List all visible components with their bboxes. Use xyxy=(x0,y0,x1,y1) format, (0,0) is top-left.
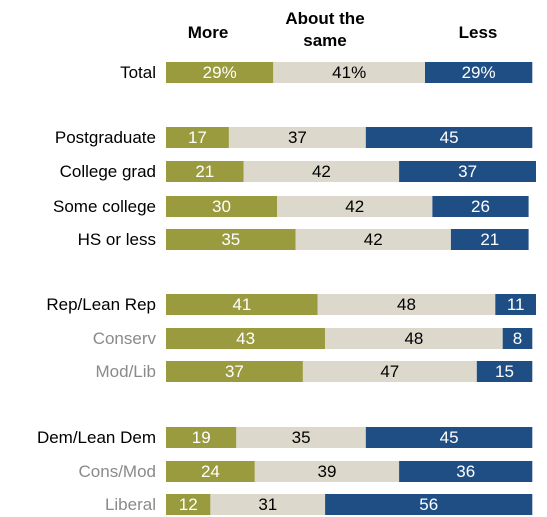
column-header-line: Less xyxy=(459,23,498,42)
bar-segment-less xyxy=(502,328,533,349)
bar-segment-more xyxy=(166,328,326,349)
row-label: HS or less xyxy=(78,230,156,249)
bar-row: Cons/Mod 24 39 36 xyxy=(79,461,533,482)
data-label-more: 12 xyxy=(179,495,198,514)
bar-segment-same xyxy=(273,62,425,83)
column-header-line: About the xyxy=(285,9,364,28)
bar-segment-less xyxy=(325,494,533,515)
bar-segment-more xyxy=(166,229,296,250)
bar-row: HS or less 35 42 21 xyxy=(78,229,529,250)
data-label-less: 8 xyxy=(513,329,522,348)
bar-row: Some college 30 42 26 xyxy=(53,196,529,217)
bar-segment-more xyxy=(166,62,274,83)
data-label-less: 37 xyxy=(458,162,477,181)
bar-segment-more xyxy=(166,127,229,148)
row-label: Some college xyxy=(53,197,156,216)
bar-segment-same xyxy=(210,494,326,515)
bar-row: Rep/Lean Rep 41 48 11 xyxy=(46,294,536,315)
bar-segment-same xyxy=(295,229,451,250)
data-label-less: 29% xyxy=(462,63,496,82)
data-label-same: 31 xyxy=(258,495,277,514)
bar-segment-same xyxy=(243,161,400,182)
data-label-more: 30 xyxy=(212,197,231,216)
data-label-same: 42 xyxy=(312,162,331,181)
bar-row: Postgraduate 17 37 45 xyxy=(55,127,533,148)
column-header-more: More xyxy=(188,23,229,42)
bar-row: College grad 21 42 37 xyxy=(60,161,536,182)
chart-rows: Total 29% 41% 29% Postgraduate 17 37 45 College … xyxy=(37,62,536,515)
column-header-line: More xyxy=(188,23,229,42)
bar-segment-less xyxy=(399,161,536,182)
row-label: Postgraduate xyxy=(55,128,156,147)
data-label-less: 45 xyxy=(440,428,459,447)
bar-row: Mod/Lib 37 47 15 xyxy=(96,361,533,382)
bar-segment-more xyxy=(166,361,303,382)
row-label: Liberal xyxy=(105,495,156,514)
bar-segment-same xyxy=(302,361,477,382)
bar-segment-same xyxy=(228,127,366,148)
bar-row: Liberal 12 31 56 xyxy=(105,494,533,515)
bar-segment-less xyxy=(495,294,536,315)
data-label-same: 41% xyxy=(332,63,366,82)
bar-row: Total 29% 41% 29% xyxy=(120,62,533,83)
data-label-more: 29% xyxy=(203,63,237,82)
bar-segment-less xyxy=(432,196,529,217)
data-label-same: 47 xyxy=(380,362,399,381)
data-label-less: 21 xyxy=(480,230,499,249)
bar-segment-less xyxy=(365,427,533,448)
bar-segment-more xyxy=(166,461,255,482)
bar-segment-same xyxy=(236,427,366,448)
bar-row: Dem/Lean Dem 19 35 45 xyxy=(37,427,533,448)
data-label-more: 37 xyxy=(225,362,244,381)
data-label-less: 45 xyxy=(440,128,459,147)
column-header-less: Less xyxy=(459,23,498,42)
column-header-line: same xyxy=(303,31,346,50)
row-label: College grad xyxy=(60,162,156,181)
column-headers: More About the same Less xyxy=(188,9,498,50)
data-label-less: 26 xyxy=(471,197,490,216)
data-label-more: 35 xyxy=(221,230,240,249)
bar-segment-less xyxy=(450,229,529,250)
bar-segment-same xyxy=(317,294,496,315)
row-label: Conserv xyxy=(93,329,157,348)
data-label-same: 39 xyxy=(318,462,337,481)
row-label: Total xyxy=(120,63,156,82)
data-label-more: 43 xyxy=(236,329,255,348)
bar-segment-less xyxy=(425,62,533,83)
data-label-same: 48 xyxy=(397,295,416,314)
data-label-more: 24 xyxy=(201,462,220,481)
data-label-same: 35 xyxy=(292,428,311,447)
bar-segment-less xyxy=(365,127,533,148)
row-label: Cons/Mod xyxy=(79,462,156,481)
data-label-more: 17 xyxy=(188,128,207,147)
data-label-less: 56 xyxy=(419,495,438,514)
data-label-less: 11 xyxy=(507,295,525,314)
bar-segment-more xyxy=(166,294,318,315)
data-label-same: 42 xyxy=(345,197,364,216)
bar-segment-more xyxy=(166,494,211,515)
data-label-more: 41 xyxy=(232,295,251,314)
data-label-less: 15 xyxy=(495,362,514,381)
bar-segment-more xyxy=(166,196,277,217)
column-header-same: About the same xyxy=(285,9,364,50)
bar-segment-more xyxy=(166,161,244,182)
data-label-same: 37 xyxy=(288,128,307,147)
data-label-same: 48 xyxy=(404,329,423,348)
bar-segment-same xyxy=(277,196,433,217)
data-label-more: 19 xyxy=(192,428,211,447)
data-label-same: 42 xyxy=(364,230,383,249)
bar-segment-same xyxy=(325,328,503,349)
bar-row: Conserv 43 48 8 xyxy=(93,328,533,349)
row-label: Mod/Lib xyxy=(96,362,156,381)
bar-segment-less xyxy=(476,361,533,382)
bar-segment-less xyxy=(399,461,533,482)
data-label-more: 21 xyxy=(195,162,214,181)
bar-segment-same xyxy=(254,461,400,482)
row-label: Dem/Lean Dem xyxy=(37,428,156,447)
row-label: Rep/Lean Rep xyxy=(46,295,156,314)
data-label-less: 36 xyxy=(456,462,475,481)
bar-segment-more xyxy=(166,427,237,448)
